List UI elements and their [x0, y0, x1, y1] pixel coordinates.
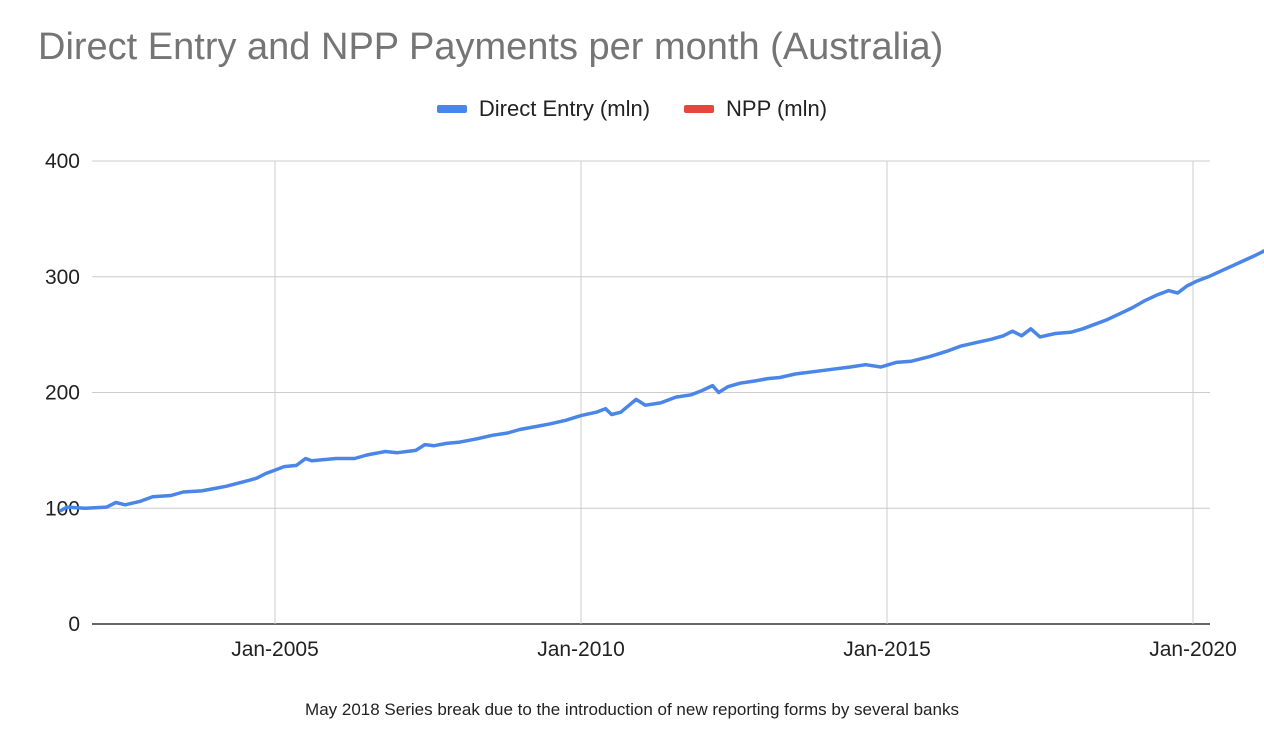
x-tick-label: Jan-2010: [537, 638, 625, 661]
x-tick-label: Jan-2020: [1149, 638, 1237, 661]
y-tick-label: 300: [45, 266, 80, 289]
legend-label-direct-entry: Direct Entry (mln): [478, 96, 651, 121]
legend-swatch-direct-entry: [436, 105, 467, 113]
x-axis-ticks: Jan-2005 Jan-2010 Jan-2015 Jan-2020: [231, 638, 1237, 661]
y-tick-label: 400: [45, 150, 80, 173]
grid-lines: [92, 160, 1210, 625]
x-tick-label: Jan-2005: [231, 638, 319, 661]
legend-label-npp: NPP (mln): [726, 96, 828, 121]
y-tick-label: 0: [68, 613, 80, 636]
chart-title: Direct Entry and NPP Payments per month …: [38, 26, 944, 68]
legend: Direct Entry (mln) NPP (mln): [0, 96, 1264, 122]
legend-item-npp[interactable]: NPP (mln): [684, 96, 827, 122]
series-lines: [59, 217, 1264, 513]
series-line-direct-entry[interactable]: [59, 217, 1264, 513]
chart-note: May 2018 Series break due to the introdu…: [305, 700, 959, 719]
y-tick-label: 200: [45, 382, 80, 405]
legend-swatch-npp: [684, 105, 715, 113]
x-tick-label: Jan-2015: [843, 638, 931, 661]
legend-item-direct-entry[interactable]: Direct Entry (mln): [436, 96, 651, 122]
